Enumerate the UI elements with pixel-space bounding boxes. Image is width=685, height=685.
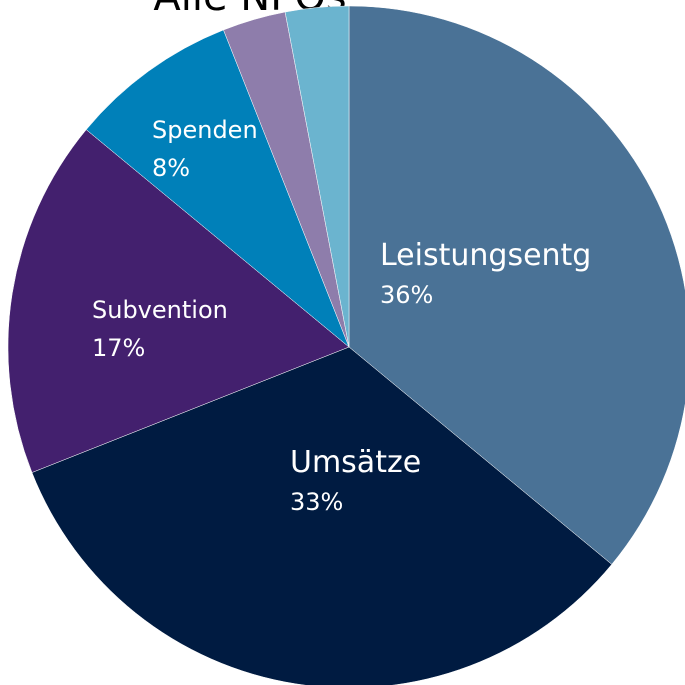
slice-value-label: 33%	[290, 488, 343, 516]
slice-label: Subvention	[92, 296, 228, 324]
slice-label: Leistungsentg	[380, 238, 591, 273]
slice-value-label: 36%	[380, 281, 433, 309]
pie-slice	[348, 5, 685, 565]
pie-slice	[284, 5, 350, 348]
slice-label: Spenden	[152, 116, 258, 144]
pie-slice	[7, 129, 350, 473]
slice-value-label: 8%	[152, 154, 190, 182]
slice-label: Umsätze	[290, 445, 421, 480]
pie-slice	[85, 29, 350, 348]
pie-slice	[31, 346, 613, 685]
slice-value-label: 17%	[92, 334, 145, 362]
